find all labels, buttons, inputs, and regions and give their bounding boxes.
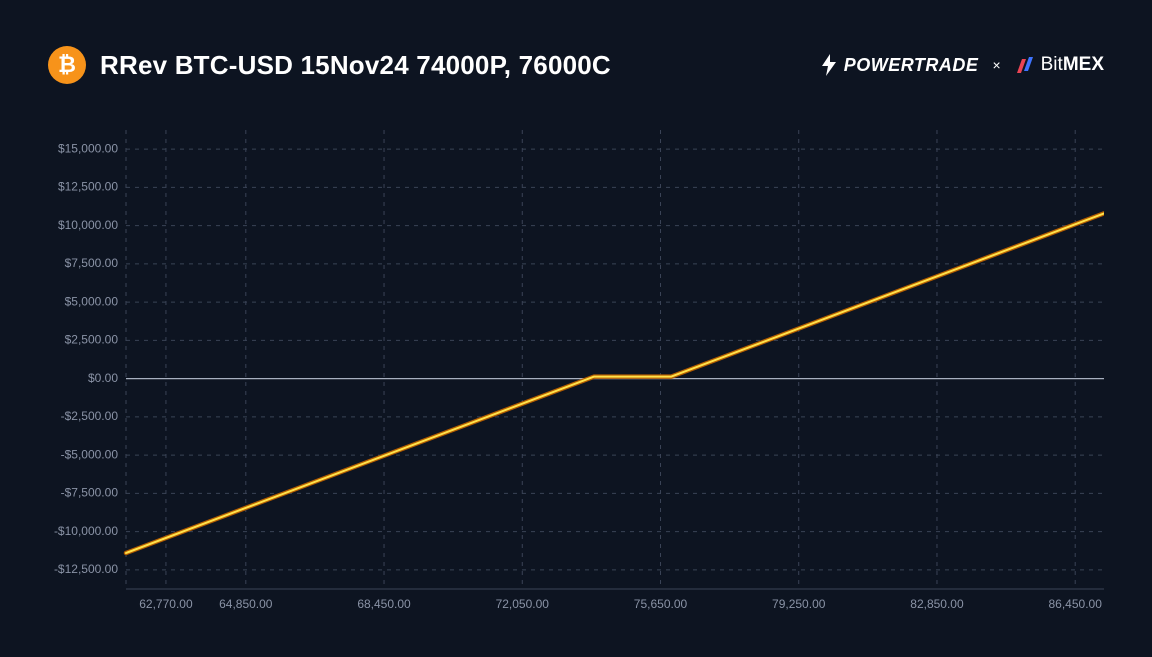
powertrade-logo: POWERTRADE xyxy=(820,54,979,76)
y-axis-label: -$12,500.00 xyxy=(54,562,118,576)
brand-group: POWERTRADE × BitMEX xyxy=(820,54,1104,76)
y-axis-label: $7,500.00 xyxy=(65,256,119,270)
page-title: RRev BTC-USD 15Nov24 74000P, 76000C xyxy=(100,50,611,81)
y-axis-label: $5,000.00 xyxy=(65,294,119,308)
x-axis-label: 79,250.00 xyxy=(772,597,826,611)
bolt-icon xyxy=(820,54,838,76)
bitmex-icon xyxy=(1015,55,1035,75)
x-axis-label: 64,850.00 xyxy=(219,597,273,611)
y-axis-label: -$10,000.00 xyxy=(54,524,118,538)
y-axis-label: $15,000.00 xyxy=(58,141,118,155)
y-axis-label: -$7,500.00 xyxy=(61,486,119,500)
x-axis-label: 75,650.00 xyxy=(634,597,688,611)
title-group: ₿ RRev BTC-USD 15Nov24 74000P, 76000C xyxy=(48,46,611,84)
y-axis-label: $12,500.00 xyxy=(58,180,118,194)
bitmex-text-a: Bit xyxy=(1041,54,1063,75)
powertrade-text: POWERTRADE xyxy=(844,55,979,76)
y-axis-label: -$5,000.00 xyxy=(61,447,119,461)
bitcoin-icon: ₿ xyxy=(48,46,86,84)
header: ₿ RRev BTC-USD 15Nov24 74000P, 76000C PO… xyxy=(0,0,1152,90)
brand-separator: × xyxy=(992,57,1000,73)
x-axis-label: 86,450.00 xyxy=(1049,597,1103,611)
y-axis-label: $2,500.00 xyxy=(65,333,119,347)
y-axis-label: $0.00 xyxy=(88,371,118,385)
bitmex-text-b: MEX xyxy=(1063,54,1104,75)
bitmex-logo: BitMEX xyxy=(1015,54,1104,76)
y-axis-label: $10,000.00 xyxy=(58,218,118,232)
chart-svg: $15,000.00 $12,500.00 $10,000.00 $7,500.00 $… xyxy=(48,130,1104,627)
x-axis-label: 72,050.00 xyxy=(496,597,550,611)
x-axis-label: 82,850.00 xyxy=(910,597,964,611)
x-axis-label: 62,770.00 xyxy=(139,597,193,611)
payoff-chart: $15,000.00 $12,500.00 $10,000.00 $7,500.00 $… xyxy=(48,130,1104,627)
x-axis-label: 68,450.00 xyxy=(357,597,411,611)
y-axis-label: -$2,500.00 xyxy=(61,409,119,423)
